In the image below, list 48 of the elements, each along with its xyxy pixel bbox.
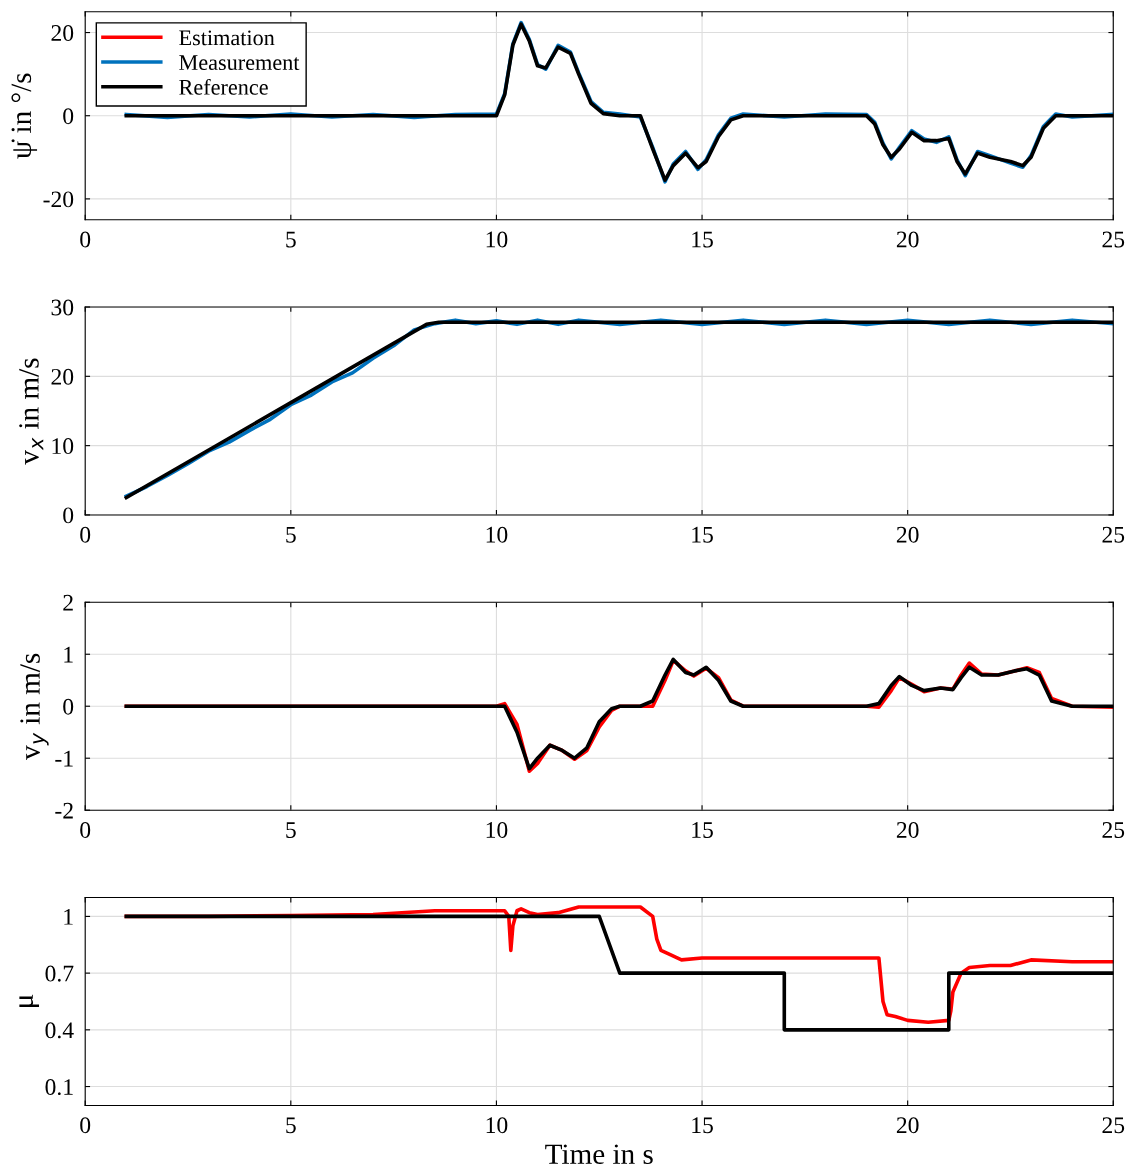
legend-label: Estimation xyxy=(179,30,275,46)
y-tick-label: 0.1 xyxy=(45,1079,73,1096)
x-tick-label: 15 xyxy=(692,231,713,248)
x-axis-title: Time in s xyxy=(545,1144,653,1165)
x-tick-label: 25 xyxy=(1102,526,1125,543)
x-tick-label: 25 xyxy=(1102,822,1125,838)
x-tick-label: 5 xyxy=(286,1117,296,1134)
x-tick-label: 0 xyxy=(80,821,91,838)
y-tick-label: 0.4 xyxy=(45,1022,74,1039)
y-axis-title: v$_{x}$ in m/s xyxy=(19,358,44,465)
y-tick-label: 30 xyxy=(51,299,74,316)
x-tick-label: 20 xyxy=(896,526,919,543)
y-axis-title: μ xyxy=(19,994,40,1007)
y-tick-label: 0 xyxy=(63,698,74,715)
y-tick-label: 20 xyxy=(51,25,74,41)
y-tick-label: 0 xyxy=(63,507,74,524)
x-tick-label: 5 xyxy=(286,526,296,543)
x-tick-label: 20 xyxy=(896,231,919,248)
x-tick-label: 20 xyxy=(896,1117,919,1134)
x-tick-label: 15 xyxy=(692,1117,713,1134)
y-tick-label: -1 xyxy=(55,750,73,767)
x-tick-label: 5 xyxy=(286,822,296,838)
x-tick-label: 10 xyxy=(486,526,508,543)
y-axis-title: v$_{y}$ in m/s xyxy=(20,653,49,760)
y-tick-label: 1 xyxy=(64,646,73,663)
x-tick-label: 10 xyxy=(486,231,508,248)
y-tick-label: -20 xyxy=(43,191,74,208)
x-tick-label: 5 xyxy=(286,231,296,248)
x-tick-label: 15 xyxy=(692,526,713,543)
y-tick-label: -2 xyxy=(55,802,73,819)
x-tick-label: 10 xyxy=(486,1117,508,1134)
y-tick-label: 1 xyxy=(64,909,73,925)
x-tick-label: 20 xyxy=(896,821,919,838)
x-tick-label: 25 xyxy=(1102,1117,1125,1134)
y-tick-label: 0.7 xyxy=(45,965,74,982)
x-tick-label: 0 xyxy=(80,231,91,248)
x-tick-label: 25 xyxy=(1102,231,1125,248)
y-tick-label: 20 xyxy=(51,368,74,385)
legend-label: Reference xyxy=(179,78,268,95)
y-tick-label: 2 xyxy=(63,594,73,611)
y-tick-label: 0 xyxy=(63,108,74,125)
y-axis-title: ψ̇ in °/s xyxy=(11,73,38,159)
x-tick-label: 10 xyxy=(486,821,508,838)
x-tick-label: 0 xyxy=(80,1117,91,1134)
legend-label: Measurement xyxy=(179,55,300,71)
x-tick-label: 15 xyxy=(692,822,713,838)
y-tick-label: 10 xyxy=(52,438,74,455)
x-tick-label: 0 xyxy=(80,526,91,543)
